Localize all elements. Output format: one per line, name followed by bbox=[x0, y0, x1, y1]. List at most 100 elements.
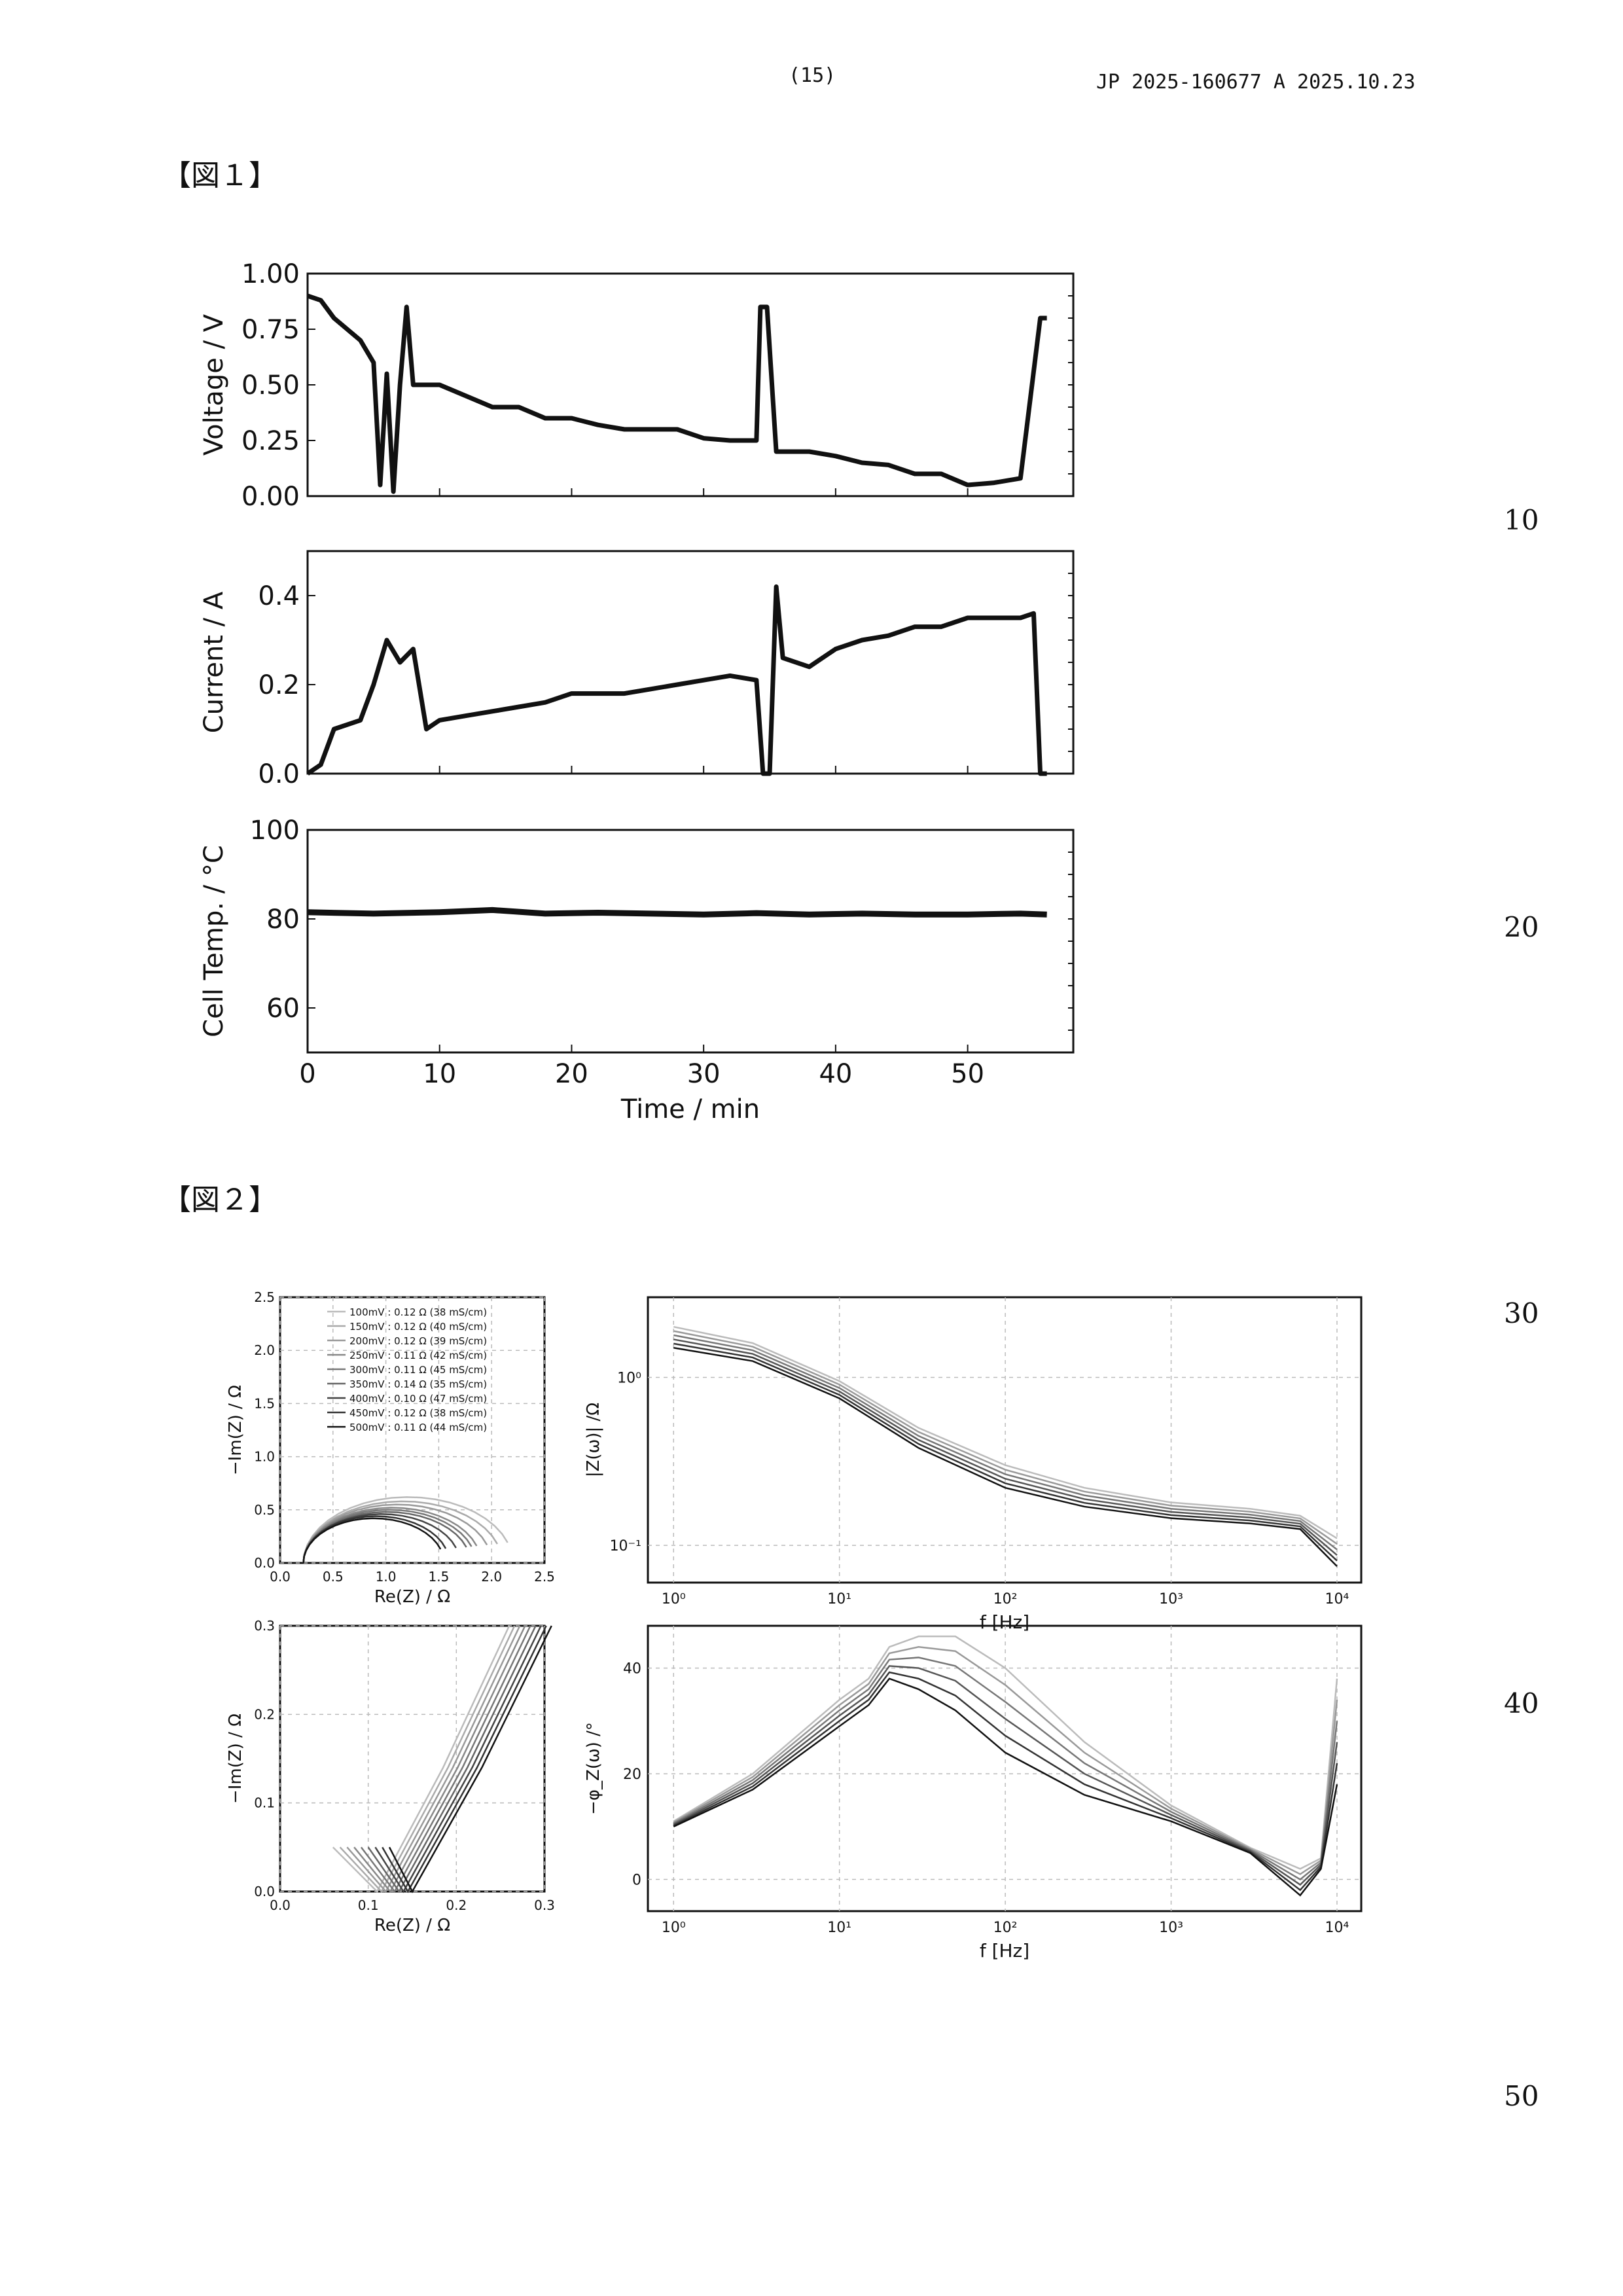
x-tick-label: 10¹ bbox=[827, 1591, 851, 1607]
x-tick-label: 0.3 bbox=[534, 1897, 555, 1913]
x-tick-label: 0.0 bbox=[270, 1897, 291, 1913]
y-tick-label: 2.0 bbox=[254, 1342, 275, 1358]
plot-frame bbox=[647, 1624, 1363, 1912]
legend-label: 300mV : 0.11 Ω (45 mS/cm) bbox=[349, 1364, 487, 1376]
line-number: 30 bbox=[1504, 1297, 1539, 1329]
y-axis-label: −Im(Z) / Ω bbox=[226, 1713, 245, 1804]
x-tick-label: 0.2 bbox=[446, 1897, 467, 1913]
x-tick-label: 0.0 bbox=[270, 1569, 291, 1585]
y-axis-label: Cell Temp. / °C bbox=[199, 845, 229, 1037]
x-tick-label: 10⁴ bbox=[1325, 1591, 1349, 1607]
series-line bbox=[673, 1646, 1338, 1875]
y-tick-label: 10⁰ bbox=[617, 1370, 641, 1386]
x-tick-label: 40 bbox=[819, 1059, 852, 1089]
series-line bbox=[374, 1625, 542, 1893]
series-line bbox=[367, 1625, 537, 1893]
series-line bbox=[673, 1338, 1338, 1556]
series-line bbox=[332, 1625, 510, 1893]
y-tick-label: 1.5 bbox=[254, 1395, 275, 1411]
x-tick-label: 10⁴ bbox=[1325, 1920, 1349, 1936]
series-line bbox=[673, 1657, 1338, 1881]
x-tick-label: 20 bbox=[555, 1059, 588, 1089]
line-number: 50 bbox=[1504, 2080, 1539, 2112]
x-tick-label: 0 bbox=[299, 1059, 315, 1089]
x-tick-label: 0.1 bbox=[358, 1897, 379, 1913]
line-number: 20 bbox=[1504, 911, 1539, 943]
y-tick-label: 0.3 bbox=[254, 1618, 275, 1634]
line-number: 40 bbox=[1504, 1687, 1539, 1719]
x-axis-label: f [Hz] bbox=[980, 1611, 1029, 1633]
y-tick-label: 0 bbox=[632, 1873, 641, 1889]
x-tick-label: 50 bbox=[951, 1059, 984, 1089]
x-tick-label: 10³ bbox=[1159, 1591, 1183, 1607]
y-tick-label: 1.0 bbox=[254, 1449, 275, 1465]
y-tick-label: 60 bbox=[266, 994, 300, 1024]
y-tick-label: 0.00 bbox=[241, 482, 300, 512]
legend-label: 150mV : 0.12 Ω (40 mS/cm) bbox=[349, 1321, 487, 1333]
series-line bbox=[360, 1625, 531, 1893]
y-tick-label: 0.2 bbox=[258, 670, 300, 700]
x-tick-label: 30 bbox=[687, 1059, 721, 1089]
y-tick-label: 0.25 bbox=[241, 426, 300, 456]
document-id: JP 2025-160677 A 2025.10.23 bbox=[1096, 71, 1416, 94]
x-tick-label: 10² bbox=[993, 1591, 1018, 1607]
y-tick-label: 0.75 bbox=[241, 315, 300, 345]
y-tick-label: 2.5 bbox=[254, 1289, 275, 1305]
y-tick-label: 0.5 bbox=[254, 1502, 275, 1518]
y-tick-label: 0.2 bbox=[254, 1706, 275, 1722]
series-line bbox=[673, 1325, 1338, 1539]
series-line bbox=[302, 1517, 442, 1564]
series-line bbox=[339, 1625, 516, 1893]
plot-frame bbox=[647, 1296, 1363, 1584]
data-line bbox=[307, 906, 1047, 918]
series-line bbox=[302, 1496, 508, 1564]
legend-label: 350mV : 0.14 Ω (35 mS/cm) bbox=[349, 1378, 487, 1390]
series-line bbox=[382, 1625, 547, 1893]
plot-frame bbox=[279, 1296, 546, 1564]
y-tick-label: 1.00 bbox=[241, 259, 300, 289]
legend-label: 500mV : 0.11 Ω (44 mS/cm) bbox=[349, 1422, 487, 1433]
y-tick-label: 10⁻¹ bbox=[610, 1538, 641, 1554]
x-axis-label: Re(Z) / Ω bbox=[374, 1916, 450, 1935]
x-tick-label: 10³ bbox=[1159, 1920, 1183, 1936]
series-line bbox=[673, 1635, 1338, 1870]
x-axis-label: f [Hz] bbox=[980, 1940, 1029, 1962]
y-axis-label: Current / A bbox=[199, 591, 229, 733]
x-tick-label: 1.5 bbox=[428, 1569, 449, 1585]
figure-1-label: 【図１】 bbox=[162, 159, 277, 192]
x-tick-label: 10⁰ bbox=[662, 1591, 686, 1607]
series-line bbox=[673, 1677, 1338, 1897]
y-tick-label: 40 bbox=[623, 1661, 641, 1677]
y-tick-label: 0.4 bbox=[258, 581, 300, 611]
x-axis-label: Re(Z) / Ω bbox=[374, 1587, 450, 1607]
series-line bbox=[353, 1625, 526, 1893]
figure-2-label: 【図２】 bbox=[162, 1183, 277, 1217]
x-tick-label: 10¹ bbox=[827, 1920, 851, 1936]
series-line bbox=[673, 1342, 1338, 1562]
series-line bbox=[673, 1347, 1338, 1568]
series-line bbox=[673, 1330, 1338, 1545]
y-tick-label: 0.0 bbox=[254, 1555, 275, 1571]
series-line bbox=[673, 1334, 1338, 1551]
x-axis-label: Time / min bbox=[620, 1094, 760, 1124]
x-tick-label: 10² bbox=[993, 1920, 1018, 1936]
x-tick-label: 2.5 bbox=[534, 1569, 555, 1585]
x-tick-label: 0.5 bbox=[323, 1569, 344, 1585]
legend-label: 400mV : 0.10 Ω (47 mS/cm) bbox=[349, 1393, 487, 1405]
legend-label: 200mV : 0.12 Ω (39 mS/cm) bbox=[349, 1335, 487, 1347]
legend-label: 250mV : 0.11 Ω (42 mS/cm) bbox=[349, 1350, 487, 1361]
y-tick-label: 0.0 bbox=[254, 1884, 275, 1899]
y-axis-label: −Im(Z) / Ω bbox=[226, 1385, 245, 1475]
data-line bbox=[306, 584, 1047, 776]
series-line bbox=[346, 1625, 521, 1893]
legend-label: 450mV : 0.12 Ω (38 mS/cm) bbox=[349, 1407, 487, 1419]
x-tick-label: 2.0 bbox=[481, 1569, 502, 1585]
legend-label: 100mV : 0.12 Ω (38 mS/cm) bbox=[349, 1306, 487, 1318]
series-line bbox=[388, 1625, 552, 1893]
